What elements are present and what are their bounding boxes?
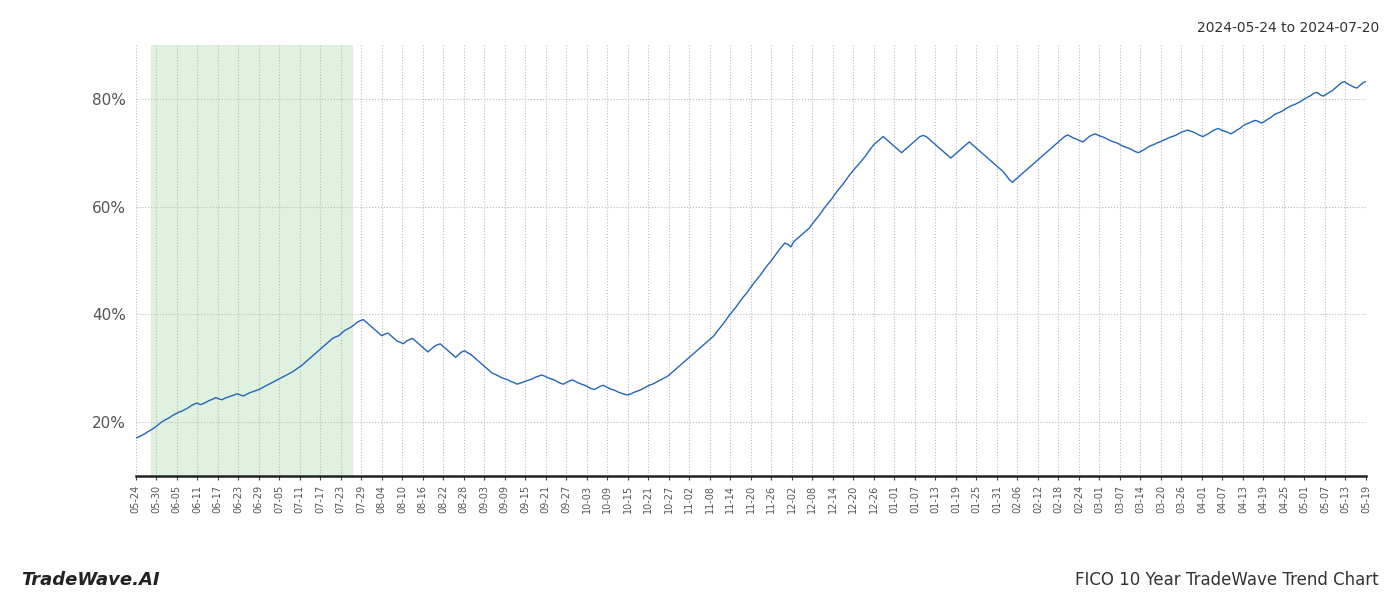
Text: 2024-05-24 to 2024-07-20: 2024-05-24 to 2024-07-20 (1197, 21, 1379, 35)
Text: TradeWave.AI: TradeWave.AI (21, 571, 160, 589)
Text: FICO 10 Year TradeWave Trend Chart: FICO 10 Year TradeWave Trend Chart (1075, 571, 1379, 589)
Bar (151, 45, 351, 476)
